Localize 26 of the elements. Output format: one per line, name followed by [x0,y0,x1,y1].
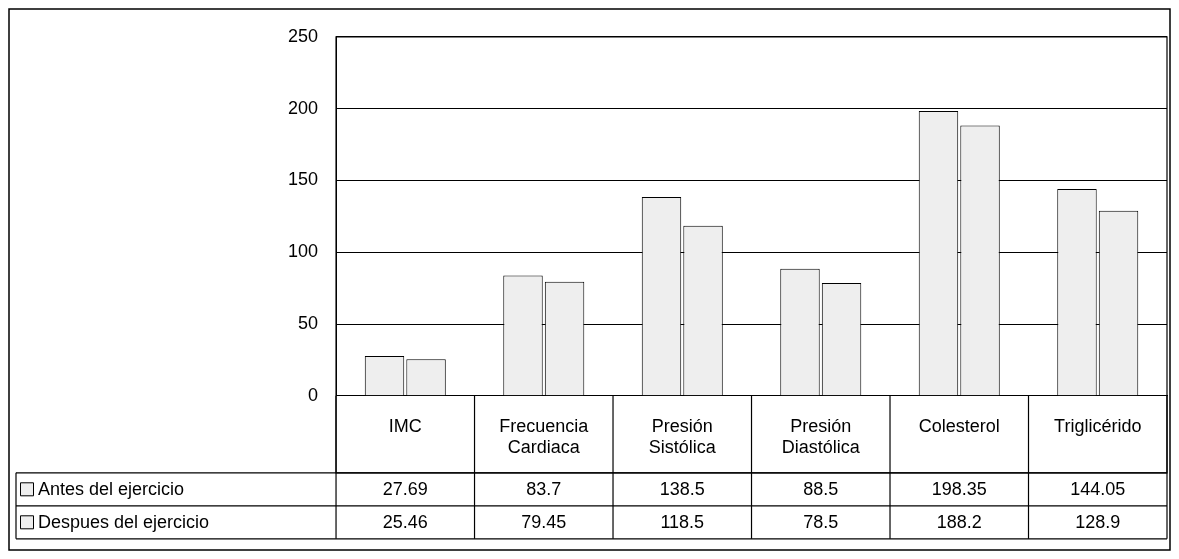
data-label: 188.2 [936,512,982,533]
data-label: 25.46 [382,512,428,533]
legend-label: Despues del ejercicio [38,512,210,533]
data-label: 88.5 [803,479,839,500]
data-label: 144.05 [1070,479,1126,500]
x-tick-label: IMC [388,415,422,436]
x-tick-label: Presión Sistólica [648,415,717,458]
y-tick-label: 200 [287,97,319,118]
data-label: 83.7 [526,479,562,500]
y-tick-label: 150 [287,169,319,190]
x-tick-label: Frecuencia Cardiaca [499,415,590,458]
x-tick-label: Colesterol [918,415,1000,436]
y-tick-label: 100 [287,241,319,262]
data-label: 79.45 [521,512,567,533]
y-tick-label: 50 [298,312,319,333]
y-tick-label: 250 [287,25,319,46]
data-label: 78.5 [803,512,839,533]
data-label: 128.9 [1075,512,1121,533]
data-label: 138.5 [659,479,705,500]
data-label: 27.69 [382,479,428,500]
x-tick-label: Presión Diastólica [781,415,861,458]
legend-label: Antes del ejercicio [38,479,185,500]
y-tick-label: 0 [308,384,319,405]
data-label: 118.5 [660,512,705,533]
data-label: 198.35 [931,479,987,500]
x-tick-label: Triglicérido [1054,415,1142,436]
